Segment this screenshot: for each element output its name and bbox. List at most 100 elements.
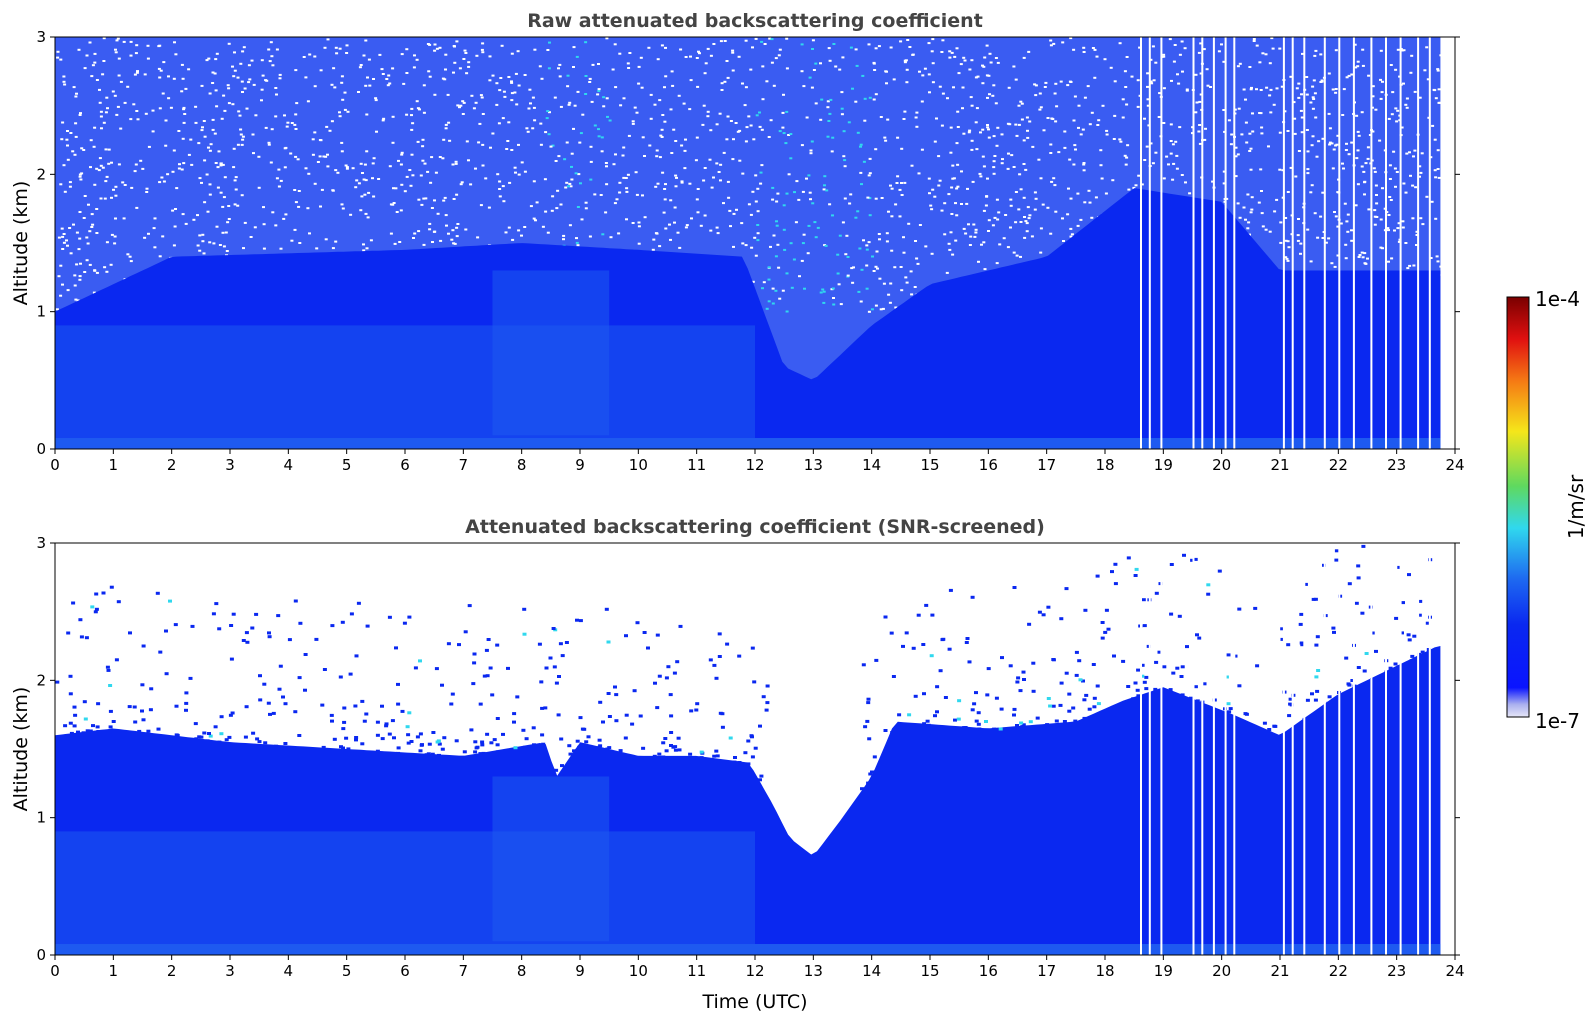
screened-pixel [1067, 710, 1071, 713]
screened-pixel [892, 675, 896, 678]
screened-pixel [884, 729, 888, 732]
screened-pixel [754, 747, 758, 750]
screened-pixel [560, 772, 564, 775]
screened-pixel [341, 621, 345, 624]
screened-pixel [303, 689, 307, 692]
screened-pixel [158, 651, 162, 654]
data-gap-line [1303, 37, 1305, 449]
screened-pixel [977, 723, 981, 726]
screened-pixel [388, 616, 392, 619]
x-tick-label: 4 [284, 456, 294, 474]
screened-pixel [496, 750, 500, 753]
screened-pixel [396, 683, 400, 686]
screened-pixel [924, 604, 928, 607]
screened-pixel [469, 728, 473, 731]
panel-raw-ylabel: Altitude (km) [10, 181, 32, 306]
screened-pixel [194, 722, 198, 725]
screened-pixel [225, 738, 229, 741]
screened-pixel [719, 712, 723, 715]
screened-pixel [206, 739, 210, 742]
screened-pixel [1134, 682, 1138, 685]
screened-pixel [751, 755, 755, 758]
screened-pixel [96, 702, 100, 705]
screened-pixel [1175, 667, 1179, 670]
screened-pixel [576, 740, 580, 743]
screened-pixel [1077, 659, 1081, 662]
screened-pixel [643, 631, 647, 634]
screened-pixel [339, 676, 343, 679]
screened-pixel [451, 693, 455, 696]
screened-pixel [69, 675, 73, 678]
screened-pixel [549, 657, 553, 660]
screened-pixel [1334, 559, 1338, 562]
screened-pixel [721, 726, 725, 729]
screened-pixel [473, 653, 477, 656]
screened-pixel [1405, 515, 1409, 518]
screened-pixel [156, 592, 160, 595]
screened-pixel [244, 736, 248, 739]
screened-pixel [220, 715, 224, 718]
screened-pixel [1144, 687, 1148, 690]
screened-pixel [1357, 576, 1361, 579]
screened-pixel [665, 676, 669, 679]
x-tick-label: 3 [225, 456, 235, 474]
screened-pixel [553, 665, 557, 668]
screened-pixel [267, 702, 271, 705]
screened-pixel [341, 747, 345, 750]
screened-pixel [55, 681, 59, 684]
screened-pixel [298, 676, 302, 679]
screened-pixel [965, 641, 969, 644]
screened-pixel [1082, 698, 1086, 701]
x-tick-label: 24 [1445, 962, 1464, 980]
screened-pixel [1013, 708, 1017, 711]
screened-pixel [1314, 675, 1318, 678]
screened-pixel [1363, 670, 1367, 673]
screened-pixel [419, 732, 423, 735]
x-tick-label: 12 [745, 456, 764, 474]
screened-pixel [1286, 643, 1290, 646]
x-tick-label: 15 [920, 456, 939, 474]
screened-pixel [391, 719, 395, 722]
screened-pixel [658, 675, 662, 678]
screened-pixel [1015, 724, 1019, 727]
data-gap-line [1400, 37, 1402, 449]
screened-pixel [1051, 658, 1055, 661]
screened-pixel [584, 740, 588, 743]
screened-pixel [1155, 592, 1159, 595]
screened-pixel [479, 703, 483, 706]
screened-pixel [669, 714, 673, 717]
colorbar: 1e-4 1e-7 1/m/sr [1507, 287, 1588, 733]
screened-pixel [1134, 574, 1138, 577]
screened-pixel [523, 746, 527, 749]
screened-pixel [473, 740, 477, 743]
screened-pixel [1045, 723, 1049, 726]
screened-pixel [522, 608, 526, 611]
screened-pixel [948, 648, 952, 651]
screened-pixel [636, 621, 640, 624]
data-gap-line [1140, 37, 1142, 449]
screened-pixel [229, 714, 233, 717]
screened-pixel [480, 743, 484, 746]
screened-pixel [930, 654, 934, 657]
screened-pixel [73, 706, 77, 709]
screened-pixel [718, 632, 722, 635]
screened-pixel [214, 725, 218, 728]
screened-pixel [633, 689, 637, 692]
y-tick-label: 2 [36, 671, 46, 689]
data-gap-line [1225, 543, 1227, 955]
screened-pixel [678, 748, 682, 751]
screened-pixel [418, 659, 422, 662]
screened-pixel [294, 600, 298, 603]
panel-screened-x-ticks: 0 1 2 3 4 5 6 7 8 9 10 11 12 13 14 15 16 17 18 19 20 21 22 23 24 [50, 955, 1464, 980]
data-gap-line [1213, 37, 1215, 449]
screened-pixel [251, 732, 255, 735]
data-gap-line [1417, 37, 1419, 449]
screened-pixel [1263, 722, 1267, 725]
screened-pixel [1073, 720, 1077, 723]
screened-pixel [217, 627, 221, 630]
screened-pixel [972, 702, 976, 705]
data-gap-line [1292, 37, 1294, 449]
screened-pixel [1038, 611, 1042, 614]
screened-pixel [709, 658, 713, 661]
